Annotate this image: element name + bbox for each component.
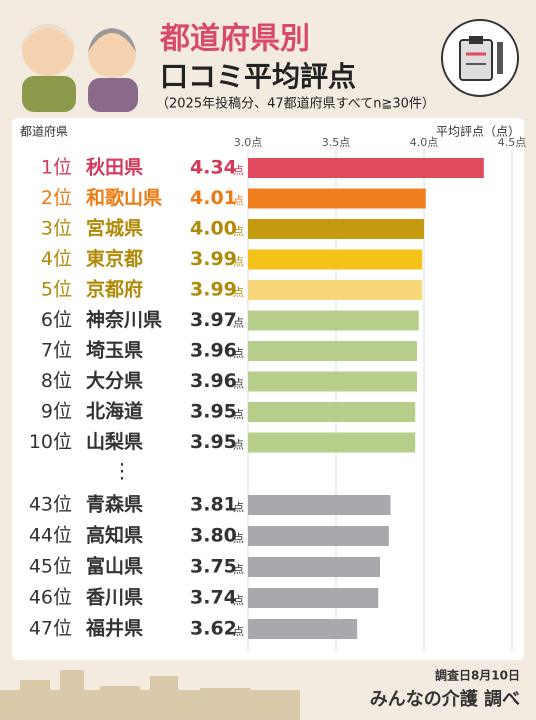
value-label: 3.97 — [190, 309, 237, 331]
bar — [248, 249, 423, 270]
value-unit: 点 — [233, 408, 244, 421]
elderly-couple-illustration — [22, 24, 138, 112]
y-axis-label: 都道府県 — [20, 124, 68, 139]
value-label: 3.96 — [190, 340, 237, 362]
bar — [248, 219, 424, 239]
source: みんなの介護 調べ — [370, 688, 520, 710]
rank: 3位 — [41, 218, 72, 240]
prefecture: 高知県 — [86, 524, 143, 547]
rank: 8位 — [41, 370, 72, 392]
value-label: 4.34 — [190, 157, 237, 179]
bar — [248, 158, 484, 178]
value-label: 3.80 — [190, 525, 237, 547]
x-tick-label: 3.5点 — [322, 136, 351, 149]
rank: 44位 — [29, 525, 72, 547]
value-unit: 点 — [233, 625, 244, 638]
bar — [248, 280, 423, 300]
prefecture: 京都府 — [86, 278, 143, 301]
rank: 47位 — [29, 618, 72, 640]
value-unit: 点 — [233, 256, 244, 269]
rank: 2位 — [41, 187, 72, 209]
prefecture: 埼玉県 — [86, 339, 143, 362]
value-unit: 点 — [233, 378, 244, 391]
value-label: 4.01 — [190, 187, 237, 209]
bar — [248, 402, 416, 422]
ellipsis: ⋮ — [112, 459, 132, 483]
value-label: 3.75 — [190, 556, 237, 578]
rank: 9位 — [41, 401, 72, 423]
prefecture: 福井県 — [85, 617, 143, 640]
value-unit: 点 — [233, 501, 244, 514]
rank: 43位 — [29, 494, 72, 516]
value-unit: 点 — [233, 164, 244, 177]
value-label: 3.99 — [190, 279, 237, 301]
prefecture: 大分県 — [86, 369, 143, 392]
prefecture: 青森県 — [86, 493, 143, 516]
value-unit: 点 — [233, 439, 244, 452]
x-axis-label: 平均評点（点） — [436, 124, 520, 139]
value-label: 3.74 — [190, 587, 237, 609]
value-unit: 点 — [233, 563, 244, 576]
value-unit: 点 — [233, 594, 244, 607]
value-label: 3.99 — [190, 248, 237, 270]
prefecture: 香川県 — [85, 587, 143, 609]
bar — [248, 341, 417, 361]
rank: 1位 — [41, 157, 72, 179]
bar — [248, 557, 380, 577]
prefecture: 富山県 — [86, 555, 143, 578]
value-label: 3.96 — [190, 370, 237, 392]
rank: 5位 — [41, 279, 72, 301]
bar — [248, 188, 426, 209]
x-tick-label: 4.5点 — [498, 136, 527, 149]
rank: 7位 — [41, 340, 72, 362]
value-label: 4.00 — [190, 218, 237, 240]
prefecture: 東京都 — [86, 247, 143, 270]
value-unit: 点 — [233, 317, 244, 330]
survey-date: 調査日8月10日 — [435, 668, 520, 683]
rank: 4位 — [41, 248, 72, 270]
subtitle: （2025年投稿分、47都道府県すべてn≧30件） — [156, 96, 435, 112]
x-tick-label: 4.0点 — [410, 136, 439, 149]
clipboard-icon — [441, 19, 519, 97]
prefecture: 山梨県 — [86, 430, 143, 453]
x-tick-label: 3.0点 — [234, 136, 263, 149]
rank: 46位 — [29, 587, 72, 609]
value-label: 3.95 — [190, 401, 237, 423]
bar — [248, 495, 391, 515]
title: 都道府県別 — [159, 22, 310, 57]
prefecture: 北海道 — [86, 400, 143, 423]
bar — [248, 310, 419, 331]
bar — [248, 526, 389, 546]
value-unit: 点 — [233, 286, 244, 299]
prefecture: 宮城県 — [86, 217, 143, 240]
value-unit: 点 — [233, 532, 244, 545]
value-label: 3.81 — [190, 494, 237, 516]
value-label: 3.95 — [190, 431, 237, 453]
bar — [248, 588, 379, 608]
value-unit: 点 — [233, 225, 244, 238]
value-unit: 点 — [233, 347, 244, 360]
value-unit: 点 — [233, 195, 244, 208]
prefecture: 秋田県 — [86, 156, 143, 179]
prefecture: 神奈川県 — [86, 308, 162, 331]
value-label: 3.62 — [190, 618, 237, 640]
bar — [248, 619, 358, 639]
bar — [248, 371, 417, 392]
prefecture: 和歌山県 — [86, 186, 162, 209]
subtitle-main: 口コミ平均評点 — [160, 60, 356, 93]
rank: 10位 — [29, 431, 72, 453]
rank: 6位 — [41, 309, 72, 331]
rank: 45位 — [29, 556, 72, 578]
city-silhouette — [0, 670, 300, 720]
bar — [248, 432, 416, 453]
